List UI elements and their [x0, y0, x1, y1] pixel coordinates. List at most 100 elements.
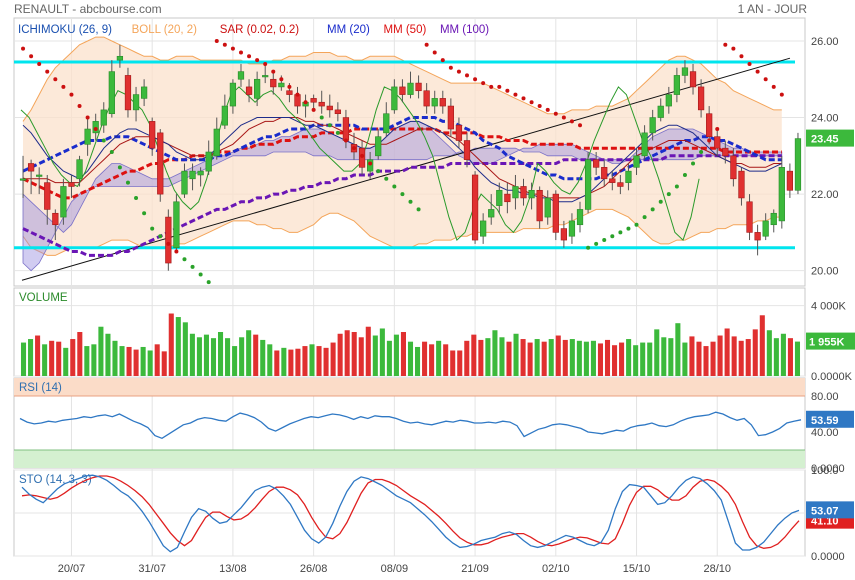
indicator-label: ICHIMOKU (26, 9) — [18, 24, 112, 36]
last-sto-d-label: 41.10 — [811, 516, 839, 528]
sar-dot — [93, 127, 98, 132]
volume-bar — [49, 340, 55, 376]
candle — [318, 101, 325, 107]
candle — [116, 55, 124, 61]
candle — [165, 216, 172, 264]
volume-bar — [295, 348, 301, 376]
chart-title: RENAULT - abcbourse.com — [14, 2, 162, 16]
candle — [673, 75, 681, 95]
candle — [754, 232, 761, 241]
volume-bar — [232, 346, 238, 376]
sar-dot — [699, 150, 704, 154]
candle — [124, 75, 132, 111]
volume-bar — [731, 336, 737, 376]
sar-dot — [618, 230, 623, 235]
sar-dot — [198, 272, 203, 277]
volume-bar — [330, 342, 336, 376]
volume-bar — [604, 339, 611, 376]
sar-dot — [473, 77, 478, 82]
candle — [576, 209, 584, 226]
volume-bar — [20, 342, 27, 376]
candle — [237, 71, 245, 80]
sar-dot — [747, 61, 752, 66]
candle — [722, 147, 729, 157]
volume-bar — [203, 334, 209, 376]
indicator-label: MM (20) — [327, 24, 370, 36]
x-tick-label: 08/09 — [381, 563, 409, 575]
volume-bar — [393, 334, 399, 376]
sar-dot — [763, 77, 768, 82]
volume-bar — [520, 339, 526, 376]
volume-bar — [583, 341, 589, 376]
volume-bar — [717, 335, 723, 376]
volume-bar — [478, 339, 484, 376]
candle — [36, 174, 43, 177]
sar-dot — [658, 199, 663, 204]
candle — [84, 128, 91, 145]
sar-dot — [682, 172, 687, 177]
sar-dot — [569, 119, 574, 124]
candle — [455, 124, 463, 141]
bollinger-upper — [22, 36, 782, 122]
candle — [149, 121, 156, 149]
last-sto-k-label: 53.07 — [811, 505, 839, 517]
indicator-label: MM (100) — [440, 24, 489, 36]
rsi-tick-label: 40.00 — [811, 427, 839, 439]
candle — [157, 132, 164, 195]
candle — [657, 105, 664, 118]
candle — [504, 193, 511, 203]
candle — [512, 186, 519, 199]
sar-dot — [666, 192, 671, 197]
sar-dot — [602, 238, 607, 243]
sar-dot — [69, 92, 74, 97]
last-volume-label: 1 955K — [809, 337, 845, 349]
x-tick-label: 31/07 — [138, 563, 166, 575]
candle — [480, 220, 487, 237]
candle — [213, 128, 220, 157]
sar-dot — [214, 38, 219, 43]
sar-dot — [723, 42, 728, 47]
volume-bar — [133, 349, 139, 376]
sar-dot — [674, 184, 679, 189]
period-selector[interactable]: 1 AN - JOUR — [737, 2, 807, 16]
volume-bar — [590, 340, 596, 376]
volume-bar — [281, 347, 287, 376]
volume-bar — [534, 339, 540, 376]
price-tick-label: 22.00 — [811, 189, 839, 201]
volume-bar — [351, 332, 357, 376]
sto-k-line — [21, 474, 800, 553]
volume-bar — [450, 350, 456, 376]
volume-bar — [541, 341, 547, 376]
volume-bar — [633, 345, 639, 376]
sar-dot — [311, 107, 316, 112]
sar-dot — [85, 115, 90, 120]
volume-bar — [787, 338, 793, 376]
candle — [601, 167, 608, 180]
candle — [342, 117, 350, 141]
sar-dot — [505, 88, 510, 93]
sar-dot — [238, 50, 243, 55]
volume-bar — [429, 344, 435, 376]
candle — [568, 220, 576, 237]
volume-bar — [260, 339, 266, 376]
candle — [60, 186, 67, 218]
x-tick-label: 13/08 — [219, 563, 247, 575]
volume-title: VOLUME — [19, 292, 68, 304]
candle — [689, 71, 697, 88]
volume-bar — [267, 344, 273, 376]
volume-bar — [569, 339, 575, 376]
volume-bar — [161, 351, 167, 376]
sar-dot — [319, 115, 324, 120]
volume-bar — [548, 339, 554, 376]
volume-bar — [400, 332, 406, 376]
sto-tick-label: 100.0 — [811, 465, 839, 477]
candle — [552, 193, 559, 233]
volume-bar — [217, 332, 224, 376]
sar-dot — [247, 54, 252, 59]
candle — [245, 86, 253, 95]
volume-bar — [562, 339, 568, 376]
candle — [221, 105, 228, 126]
candle — [447, 105, 454, 130]
sar-dot — [731, 46, 736, 51]
volume-bar — [309, 344, 315, 376]
